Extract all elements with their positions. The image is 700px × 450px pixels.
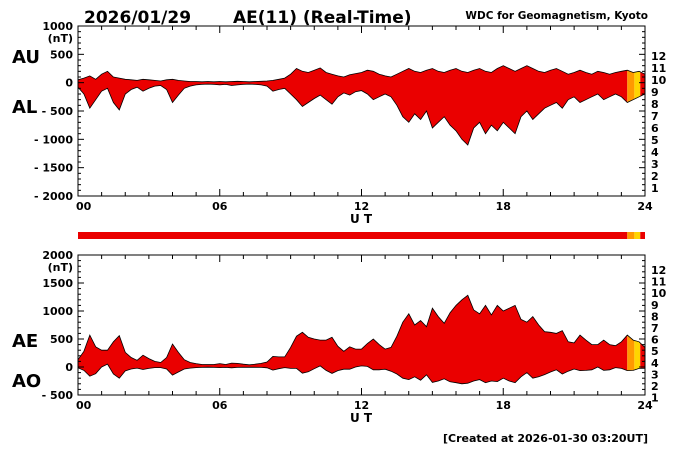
label-au: AU — [12, 47, 40, 68]
plot-date: 2026/01/29 — [84, 8, 191, 28]
series-outline-ao — [77, 363, 645, 385]
legend-station-count: 9 — [651, 299, 659, 312]
unit-label: (nT) — [48, 261, 73, 274]
series-fill — [634, 71, 641, 100]
x-axis-title-top: U T — [350, 212, 373, 226]
legend-station-count: 7 — [651, 322, 659, 335]
y-tick-label: 500 — [50, 333, 73, 346]
x-tick-label: 12 — [354, 399, 369, 412]
legend-station-count: 5 — [651, 134, 659, 147]
legend-station-count: 4 — [651, 146, 659, 159]
x-tick-label: 00 — [76, 399, 92, 412]
legend-station-count: 6 — [651, 122, 659, 135]
y-tick-label: - 500 — [42, 389, 74, 402]
legend-station-count: 11 — [651, 62, 666, 75]
legend-station-count: 6 — [651, 334, 659, 347]
legend-station-count: 2 — [651, 170, 659, 183]
series-outline-ae — [77, 294, 646, 366]
series-fill — [78, 65, 628, 145]
series-fill — [627, 70, 635, 103]
legend-station-count: 5 — [651, 345, 659, 358]
legend-station-count: 1 — [651, 392, 659, 405]
availability-segment — [78, 232, 628, 239]
y-tick-label: 2000 — [42, 249, 73, 262]
y-tick-label: 1000 — [42, 305, 73, 318]
y-tick-label: 0 — [65, 361, 73, 374]
legend-station-count: 1 — [651, 182, 659, 195]
series-fill — [640, 71, 645, 97]
label-ae: AE — [12, 331, 38, 352]
y-tick-label: - 1000 — [34, 133, 73, 146]
y-tick-label: 500 — [50, 48, 73, 61]
y-tick-label: - 500 — [42, 105, 74, 118]
x-tick-label: 18 — [496, 200, 511, 213]
x-tick-label: 12 — [354, 200, 369, 213]
legend-station-count: 9 — [651, 86, 659, 99]
station-availability-bar — [78, 232, 645, 239]
legend-station-count: 10 — [651, 74, 667, 87]
credit-label: WDC for Geomagnetism, Kyoto — [465, 10, 648, 22]
x-tick-label: 24 — [637, 399, 653, 412]
legend-station-count: 12 — [651, 50, 666, 63]
legend-station-count: 10 — [651, 287, 667, 300]
y-tick-label: - 1500 — [34, 162, 73, 175]
availability-segment — [634, 232, 641, 239]
y-tick-label: 0 — [65, 77, 73, 90]
panel-border — [77, 25, 646, 197]
x-tick-label: 18 — [496, 399, 511, 412]
y-tick-label: 1000 — [42, 20, 73, 33]
series-fill — [627, 335, 635, 371]
label-ao: AO — [12, 371, 41, 392]
legend-station-count: 8 — [651, 98, 659, 111]
series-fill — [634, 340, 641, 371]
legend-station-count: 7 — [651, 110, 659, 123]
legend-station-count: 12 — [651, 264, 666, 277]
y-tick-label: 1500 — [42, 277, 73, 290]
availability-segment — [627, 232, 635, 239]
series-outline-al — [77, 83, 646, 146]
legend-station-count: 2 — [651, 380, 659, 393]
x-tick-label: 06 — [212, 200, 228, 213]
y-tick-label: - 2000 — [34, 190, 73, 203]
panel-border — [77, 254, 646, 396]
plot-title: AE(11) (Real-Time) — [233, 8, 412, 28]
x-tick-label: 24 — [637, 200, 653, 213]
series-outline-au — [77, 65, 646, 83]
created-timestamp: [Created at 2026-01-30 03:20UT] — [443, 432, 648, 445]
panel-au-al: 1000 500 0 - 500 - 1000 - 1500 - 2000 (nT) 00 06 1… — [34, 20, 667, 213]
legend-station-count: 8 — [651, 310, 659, 323]
x-axis-title-bottom: U T — [350, 411, 373, 425]
label-al: AL — [12, 97, 37, 118]
availability-segment — [640, 232, 645, 239]
x-tick-label: 06 — [212, 399, 228, 412]
legend-station-count: 3 — [651, 368, 659, 381]
legend-station-count: 11 — [651, 276, 666, 289]
unit-label: (nT) — [48, 32, 73, 45]
legend-station-count: 3 — [651, 158, 659, 171]
x-tick-label: 00 — [76, 200, 92, 213]
legend-station-count: 4 — [651, 357, 659, 370]
series-fill — [78, 295, 628, 384]
